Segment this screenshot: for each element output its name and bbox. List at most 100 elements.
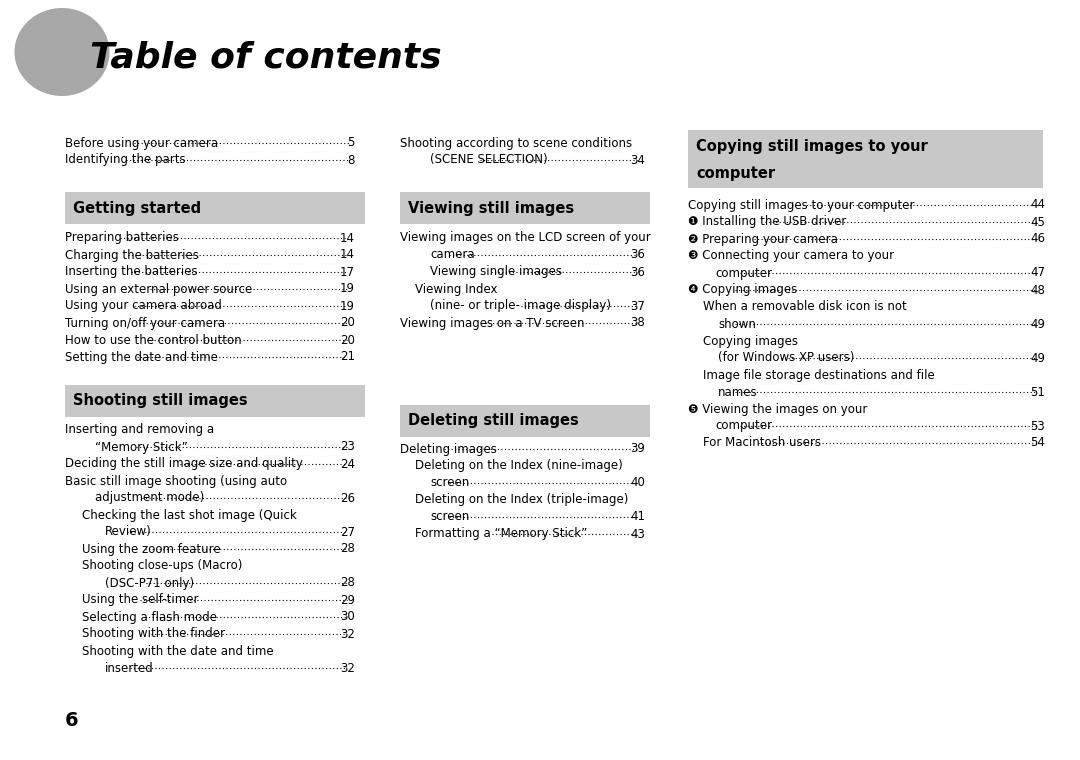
Text: Review): Review): [105, 525, 152, 539]
Text: ❹ Copying images: ❹ Copying images: [688, 283, 797, 296]
Text: 29: 29: [340, 594, 355, 606]
Text: 20: 20: [340, 334, 355, 347]
Text: 21: 21: [340, 350, 355, 363]
Text: 27: 27: [340, 525, 355, 539]
Text: Image file storage destinations and file: Image file storage destinations and file: [703, 369, 935, 382]
Text: 20: 20: [340, 316, 355, 330]
Text: Basic still image shooting (using auto: Basic still image shooting (using auto: [65, 474, 287, 487]
Text: Shooting close-ups (Macro): Shooting close-ups (Macro): [82, 559, 242, 572]
Text: Deciding the still image size and quality: Deciding the still image size and qualit…: [65, 458, 302, 470]
Text: Shooting with the date and time: Shooting with the date and time: [82, 644, 273, 657]
FancyBboxPatch shape: [400, 192, 650, 224]
Text: For Macintosh users: For Macintosh users: [703, 436, 821, 449]
Text: Shooting according to scene conditions: Shooting according to scene conditions: [400, 137, 632, 150]
Ellipse shape: [14, 8, 109, 96]
Text: Preparing batteries: Preparing batteries: [65, 232, 179, 245]
Text: 8: 8: [348, 154, 355, 166]
Text: 36: 36: [630, 265, 645, 278]
Text: 49: 49: [1030, 351, 1045, 365]
Text: Identifying the parts: Identifying the parts: [65, 154, 186, 166]
Text: Viewing images on a TV screen: Viewing images on a TV screen: [400, 316, 584, 330]
Text: Deleting on the Index (triple-image): Deleting on the Index (triple-image): [415, 493, 629, 506]
Text: 39: 39: [630, 442, 645, 455]
Text: 5: 5: [348, 137, 355, 150]
Text: 14: 14: [340, 232, 355, 245]
Text: Shooting still images: Shooting still images: [73, 394, 247, 409]
Text: 44: 44: [1030, 198, 1045, 211]
FancyBboxPatch shape: [65, 385, 365, 417]
Text: 45: 45: [1030, 216, 1045, 229]
Text: 23: 23: [340, 441, 355, 454]
Text: 43: 43: [630, 527, 645, 540]
Text: Copying images: Copying images: [703, 334, 798, 347]
Text: computer: computer: [715, 267, 772, 280]
Text: 36: 36: [630, 249, 645, 261]
Text: Charging the batteries: Charging the batteries: [65, 249, 199, 261]
Text: adjustment mode): adjustment mode): [95, 492, 204, 505]
Text: 46: 46: [1030, 233, 1045, 245]
Text: Setting the date and time: Setting the date and time: [65, 350, 218, 363]
Text: (DSC-P71 only): (DSC-P71 only): [105, 577, 194, 590]
Text: 40: 40: [630, 477, 645, 489]
Text: (for Windows XP users): (for Windows XP users): [718, 351, 854, 365]
Text: 28: 28: [340, 543, 355, 556]
Text: Selecting a flash mode: Selecting a flash mode: [82, 610, 217, 623]
Text: ❷ Preparing your camera: ❷ Preparing your camera: [688, 233, 838, 245]
Text: shown: shown: [718, 318, 756, 331]
Text: 49: 49: [1030, 318, 1045, 331]
Text: 51: 51: [1030, 385, 1045, 398]
Text: screen: screen: [430, 477, 469, 489]
Text: camera: camera: [430, 249, 474, 261]
Text: Formatting a “Memory Stick”: Formatting a “Memory Stick”: [415, 527, 588, 540]
Text: 6: 6: [65, 711, 79, 730]
Text: Using an external power source: Using an external power source: [65, 283, 253, 296]
Text: 47: 47: [1030, 267, 1045, 280]
Text: Inserting the batteries: Inserting the batteries: [65, 265, 198, 278]
Text: 14: 14: [340, 249, 355, 261]
Text: 19: 19: [340, 299, 355, 312]
Text: 28: 28: [340, 577, 355, 590]
Text: ❺ Viewing the images on your: ❺ Viewing the images on your: [688, 403, 867, 416]
Text: 26: 26: [340, 492, 355, 505]
Text: Viewing single images: Viewing single images: [430, 265, 562, 278]
Text: Inserting and removing a: Inserting and removing a: [65, 423, 214, 436]
Text: 32: 32: [340, 628, 355, 641]
Text: 53: 53: [1030, 420, 1045, 432]
FancyBboxPatch shape: [65, 192, 365, 224]
Text: Deleting on the Index (nine-image): Deleting on the Index (nine-image): [415, 460, 623, 473]
Text: Turning on/off your camera: Turning on/off your camera: [65, 316, 225, 330]
Text: computer: computer: [696, 166, 775, 181]
Text: 30: 30: [340, 610, 355, 623]
Text: Deleting images: Deleting images: [400, 442, 497, 455]
Text: 32: 32: [340, 661, 355, 675]
Text: Deleting still images: Deleting still images: [408, 413, 579, 429]
FancyBboxPatch shape: [688, 130, 1043, 188]
Text: 34: 34: [630, 154, 645, 166]
Text: 19: 19: [340, 283, 355, 296]
Text: names: names: [718, 385, 758, 398]
Text: Table of contents: Table of contents: [90, 41, 442, 75]
Text: “Memory Stick”: “Memory Stick”: [95, 441, 188, 454]
Text: 24: 24: [340, 458, 355, 470]
Text: ❶ Installing the USB driver: ❶ Installing the USB driver: [688, 216, 847, 229]
Text: Viewing Index: Viewing Index: [415, 283, 498, 296]
Text: When a removable disk icon is not: When a removable disk icon is not: [703, 300, 907, 313]
Text: 48: 48: [1030, 283, 1045, 296]
Text: 41: 41: [630, 511, 645, 524]
Text: 38: 38: [631, 316, 645, 330]
FancyBboxPatch shape: [400, 405, 650, 437]
Text: ❸ Connecting your camera to your: ❸ Connecting your camera to your: [688, 249, 894, 262]
Text: Copying still images to your: Copying still images to your: [696, 139, 928, 154]
Text: 17: 17: [340, 265, 355, 278]
Text: Copying still images to your computer: Copying still images to your computer: [688, 198, 915, 211]
Text: Using your camera abroad: Using your camera abroad: [65, 299, 221, 312]
Text: Checking the last shot image (Quick: Checking the last shot image (Quick: [82, 508, 297, 521]
Text: (SCENE SELECTION): (SCENE SELECTION): [430, 154, 548, 166]
Text: computer: computer: [715, 420, 772, 432]
Text: (nine- or triple- image display): (nine- or triple- image display): [430, 299, 611, 312]
Text: Viewing still images: Viewing still images: [408, 201, 575, 216]
Text: Using the self-timer: Using the self-timer: [82, 594, 199, 606]
Text: Using the zoom feature: Using the zoom feature: [82, 543, 220, 556]
Text: 37: 37: [630, 299, 645, 312]
Text: Getting started: Getting started: [73, 201, 201, 216]
